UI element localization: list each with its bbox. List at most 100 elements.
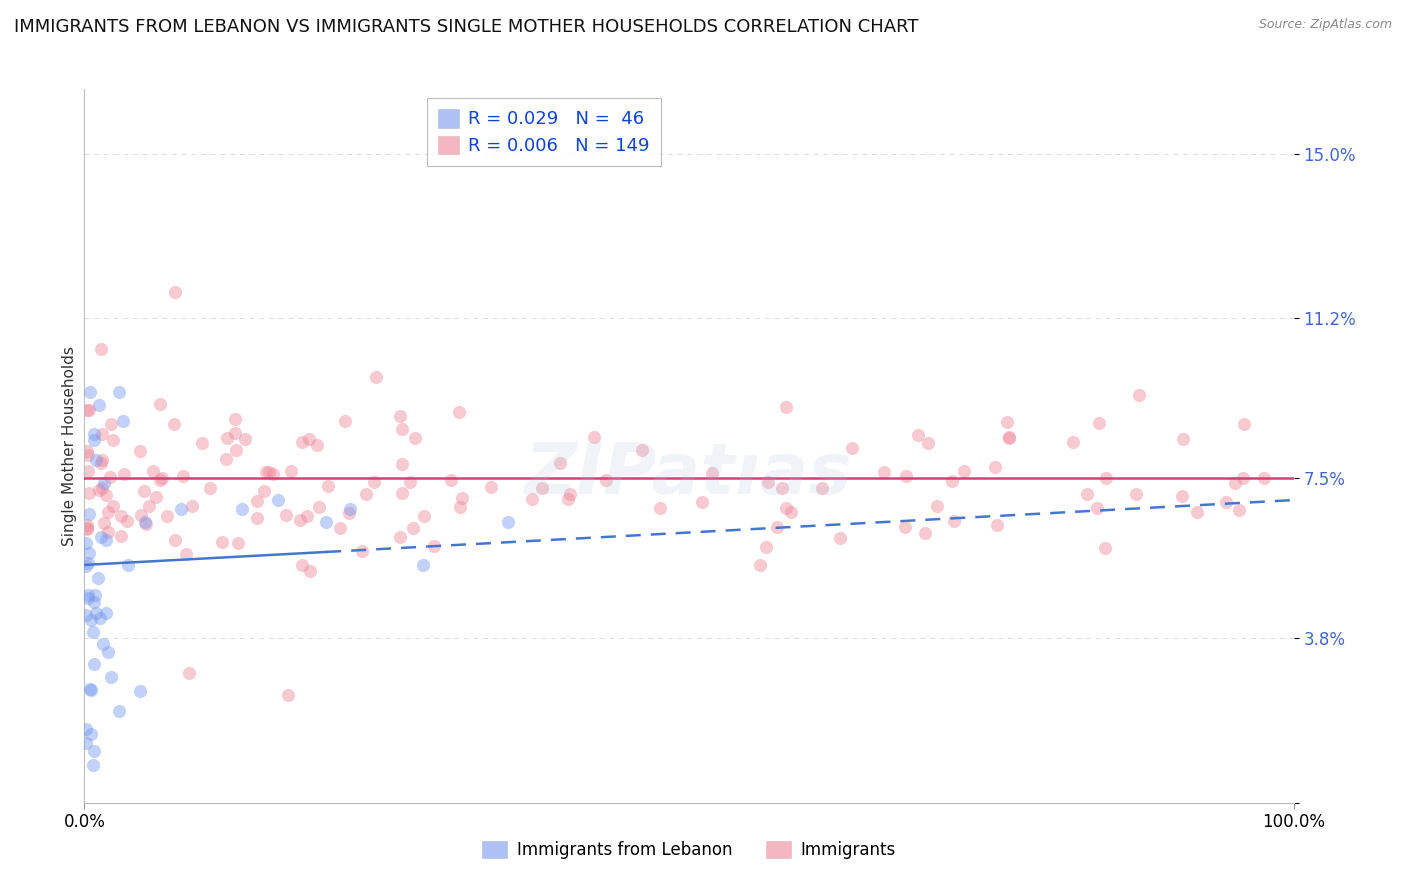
Point [76,588,98,602]
Point [174,548,197,562]
Point [165,285,187,300]
Point [156,509,179,524]
Point [129,443,152,458]
Point [77,507,100,521]
Point [225,443,247,458]
Point [89,611,111,625]
Point [149,397,172,411]
Point [83,595,105,609]
Text: ZIPatıas: ZIPatıas [526,440,852,509]
Point [630,443,652,458]
Point [298,564,321,578]
Point [1170,489,1192,503]
Point [83,426,105,441]
Point [142,464,165,478]
Point [75,608,97,623]
Point [399,475,422,490]
Point [100,670,122,684]
Point [315,515,337,529]
Point [953,464,976,478]
Point [80,682,103,697]
Point [79,546,101,560]
Point [288,513,311,527]
Point [91,637,114,651]
Point [84,588,107,602]
Point [770,481,793,495]
Point [76,521,98,535]
Point [943,514,966,528]
Point [775,501,797,516]
Point [766,520,789,534]
Point [412,558,434,572]
Point [391,422,413,436]
Point [984,459,1007,474]
Point [917,436,939,450]
Point [253,484,276,499]
Point [363,475,385,489]
Point [1076,487,1098,501]
Point [83,657,105,671]
Point [995,415,1018,429]
Point [1171,433,1194,447]
Point [217,431,239,445]
Point [117,558,139,572]
Point [520,491,543,506]
Point [246,494,269,508]
Point [84,607,107,621]
Point [246,511,269,525]
Point [941,474,963,488]
Point [129,508,152,522]
Point [391,485,413,500]
Point [440,473,463,487]
Point [128,683,150,698]
Point [108,704,131,718]
Point [89,483,111,497]
Point [257,465,280,479]
Point [810,481,832,495]
Point [1215,495,1237,509]
Point [214,452,236,467]
Point [91,453,114,467]
Point [350,544,373,558]
Point [138,500,160,514]
Point [404,431,426,445]
Point [211,535,233,549]
Point [1229,503,1251,517]
Point [77,403,100,417]
Point [191,435,214,450]
Point [91,481,114,495]
Point [479,480,502,494]
Point [1095,471,1118,485]
Point [163,417,186,431]
Point [233,433,256,447]
Point [780,505,803,519]
Point [75,536,97,550]
Point [76,403,98,417]
Point [339,501,361,516]
Point [170,501,193,516]
Point [830,531,852,545]
Point [873,465,896,479]
Point [447,404,470,418]
Point [749,558,772,572]
Point [1232,471,1254,485]
Point [1087,500,1109,515]
Point [1088,417,1111,431]
Point [86,571,108,585]
Point [117,515,139,529]
Point [841,441,863,455]
Point [267,493,290,508]
Point [224,425,246,440]
Text: Source: ZipAtlas.com: Source: ZipAtlas.com [1258,18,1392,31]
Point [307,438,329,452]
Point [450,500,472,514]
Point [77,464,100,478]
Point [103,499,125,513]
Point [87,398,110,412]
Point [97,505,120,519]
Point [692,495,714,509]
Point [366,370,388,384]
Point [93,516,115,530]
Point [76,522,98,536]
Point [316,478,339,492]
